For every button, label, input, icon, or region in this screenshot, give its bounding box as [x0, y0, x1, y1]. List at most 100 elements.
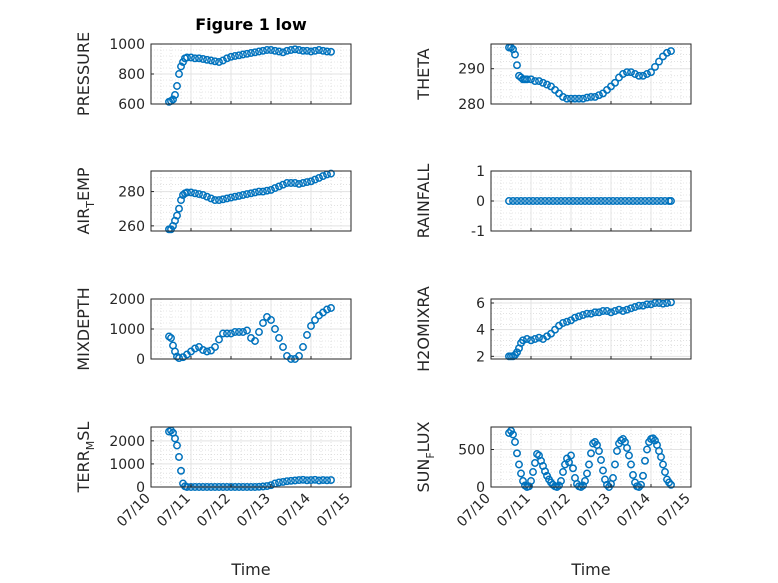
data-point: [575, 94, 583, 103]
data-point: [569, 464, 577, 473]
y-tick-label: 260: [118, 219, 145, 235]
data-point: [183, 188, 191, 197]
data-point: [291, 476, 299, 485]
data-point: [259, 319, 267, 327]
data-point: [575, 312, 583, 321]
data-point: [307, 476, 315, 485]
data-point: [571, 94, 579, 103]
data-point: [611, 307, 619, 315]
x-axis-label: Time: [230, 560, 270, 579]
panel-bottom-right: 0 500 SUNFLUX 07/10 07/11 07/12 07/13 07/14 07/1…: [414, 421, 694, 579]
data-point: [597, 197, 605, 205]
y-tick-label: 1: [476, 164, 485, 180]
data-point: [545, 197, 553, 205]
data-point: [639, 71, 647, 80]
y-tick-label: 0: [476, 480, 485, 496]
data-point: [579, 94, 587, 103]
y-tick-label: 280: [118, 185, 145, 201]
data-point: [195, 190, 203, 199]
data-point: [657, 453, 665, 461]
data-point: [243, 326, 251, 335]
y-tick-label: 600: [118, 97, 145, 113]
data-point: [513, 348, 521, 357]
data-point: [239, 191, 247, 199]
data-point: [267, 46, 275, 54]
y-tick-label: 1000: [109, 322, 145, 338]
data-point: [619, 70, 627, 78]
x-tick-label: 07/13: [574, 491, 614, 531]
series-markers: [165, 45, 335, 106]
data-point: [565, 197, 573, 205]
data-point: [519, 336, 527, 345]
panel-row2-left: 260 280 AIRTEMP: [74, 167, 352, 235]
data-point: [611, 78, 619, 87]
data-point: [639, 301, 647, 310]
data-point: [627, 460, 635, 469]
data-point: [595, 91, 603, 100]
data-point: [531, 77, 539, 86]
data-point: [223, 54, 231, 63]
y-tick-label: 0: [136, 352, 145, 368]
series-markers: [165, 304, 335, 363]
data-point: [571, 313, 579, 322]
data-point: [555, 481, 563, 490]
data-point: [519, 477, 527, 485]
y-tick-label: 280: [458, 97, 485, 113]
data-point: [267, 316, 275, 324]
data-point: [175, 453, 183, 461]
data-point: [211, 343, 219, 351]
data-point: [275, 478, 283, 487]
data-point: [235, 51, 243, 60]
data-point: [509, 197, 517, 205]
data-point: [175, 70, 183, 78]
data-point: [319, 476, 327, 485]
data-point: [219, 195, 227, 204]
data-point: [515, 460, 523, 469]
data-point: [279, 180, 287, 189]
data-point: [299, 46, 307, 55]
data-point: [227, 329, 235, 338]
data-point: [561, 197, 569, 205]
data-point: [541, 197, 549, 205]
data-point: [551, 325, 559, 334]
data-point: [191, 189, 199, 198]
data-point: [529, 468, 537, 476]
data-point: [243, 190, 251, 199]
data-point: [513, 61, 521, 70]
y-tick-label: 0: [136, 480, 145, 496]
data-point: [315, 46, 323, 54]
data-point: [643, 70, 651, 78]
data-point: [223, 194, 231, 203]
data-point: [621, 197, 629, 205]
data-point: [171, 91, 179, 99]
x-tick-label: 07/11: [494, 491, 534, 531]
data-point: [251, 188, 259, 197]
data-point: [307, 47, 315, 56]
data-point: [563, 94, 571, 103]
data-point: [271, 184, 279, 193]
data-point: [303, 46, 311, 55]
data-point: [647, 300, 655, 309]
data-point: [667, 480, 675, 489]
y-tick-label: -1: [471, 224, 485, 240]
data-point: [611, 460, 619, 469]
data-point: [177, 62, 185, 71]
y-tick-label: 800: [118, 67, 145, 83]
data-point: [303, 331, 311, 339]
data-point: [599, 307, 607, 315]
data-point: [617, 197, 625, 205]
data-point: [661, 468, 669, 476]
data-point: [659, 460, 667, 469]
data-point: [623, 68, 631, 77]
data-point: [291, 179, 299, 187]
data-point: [537, 197, 545, 205]
data-point: [505, 197, 513, 205]
data-point: [631, 70, 639, 78]
x-tick-label: 07/13: [234, 491, 274, 531]
data-point: [533, 197, 541, 205]
data-point: [283, 179, 291, 187]
data-point: [577, 197, 585, 205]
data-point: [287, 179, 295, 187]
data-point: [553, 197, 561, 205]
data-point: [251, 337, 259, 345]
